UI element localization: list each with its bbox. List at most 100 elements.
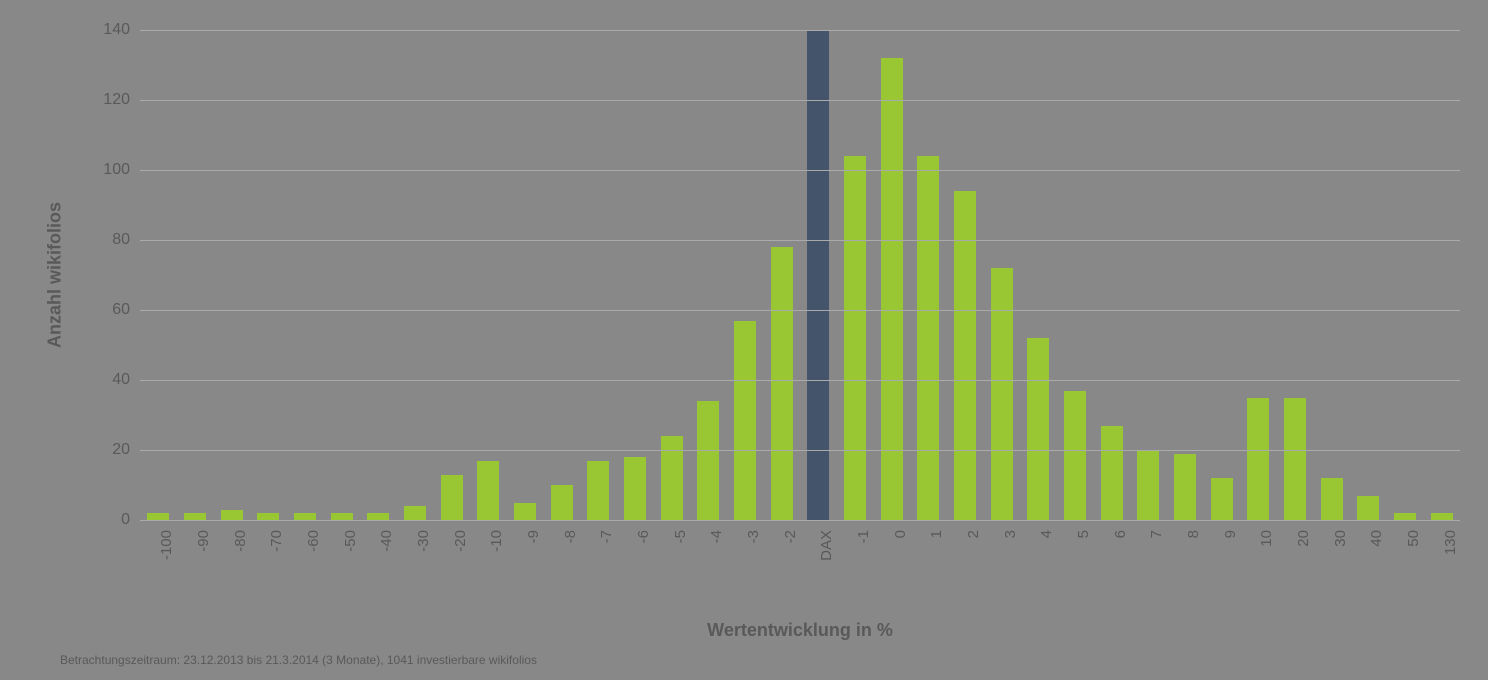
gridline xyxy=(140,240,1460,241)
bar xyxy=(734,321,756,521)
bar-slot xyxy=(1313,30,1350,520)
gridline xyxy=(140,450,1460,451)
x-tick-label: 4 xyxy=(1038,530,1055,538)
x-tick-label: -8 xyxy=(562,530,579,543)
bar xyxy=(294,513,316,520)
x-tick-label: 30 xyxy=(1332,530,1349,547)
x-tick-label: -30 xyxy=(415,530,432,552)
y-axis-title: Anzahl wikifolios xyxy=(45,202,66,348)
bar xyxy=(514,503,536,521)
x-tick-label: -60 xyxy=(305,530,322,552)
bar-slot xyxy=(1387,30,1424,520)
bar-slot xyxy=(507,30,544,520)
x-tick-label: 5 xyxy=(1075,530,1092,538)
gridline xyxy=(140,380,1460,381)
bar-slot xyxy=(873,30,910,520)
x-tick-label: 7 xyxy=(1148,530,1165,538)
x-tick-label: 3 xyxy=(1002,530,1019,538)
x-tick-label: 8 xyxy=(1185,530,1202,538)
bar xyxy=(551,485,573,520)
x-tick-label: -6 xyxy=(635,530,652,543)
bar-slot xyxy=(1277,30,1314,520)
bar xyxy=(771,247,793,520)
bar-slot xyxy=(1350,30,1387,520)
bar xyxy=(404,506,426,520)
bar xyxy=(477,461,499,521)
bar-slot xyxy=(1057,30,1094,520)
bar-slot xyxy=(250,30,287,520)
bar xyxy=(1394,513,1416,520)
bar-slot xyxy=(947,30,984,520)
y-tick-label: 0 xyxy=(80,511,130,529)
bar xyxy=(1321,478,1343,520)
bar-slot xyxy=(397,30,434,520)
bar-slot xyxy=(1130,30,1167,520)
bar-highlight xyxy=(807,30,829,520)
bar xyxy=(441,475,463,521)
bar-slot xyxy=(1240,30,1277,520)
x-tick-label: -20 xyxy=(452,530,469,552)
y-tick-label: 120 xyxy=(80,91,130,109)
plot-area xyxy=(140,30,1460,520)
x-tick-label: DAX xyxy=(818,530,835,561)
bar xyxy=(991,268,1013,520)
bar xyxy=(697,401,719,520)
y-tick-label: 40 xyxy=(80,371,130,389)
bar xyxy=(1027,338,1049,520)
x-tick-label: 0 xyxy=(892,530,909,538)
chart-footnote: Betrachtungszeitraum: 23.12.2013 bis 21.… xyxy=(60,653,537,667)
x-tick-label: -2 xyxy=(782,530,799,543)
bar xyxy=(257,513,279,520)
x-tick-label: 6 xyxy=(1112,530,1129,538)
x-tick-label: -100 xyxy=(158,530,175,560)
bar xyxy=(1064,391,1086,521)
x-tick-label: 9 xyxy=(1222,530,1239,538)
x-tick-label: 1 xyxy=(928,530,945,538)
bar-slot xyxy=(837,30,874,520)
bar-slot xyxy=(580,30,617,520)
y-tick-label: 100 xyxy=(80,161,130,179)
bar xyxy=(661,436,683,520)
gridline xyxy=(140,170,1460,171)
bar xyxy=(1137,450,1159,520)
bar xyxy=(184,513,206,520)
x-tick-label: -10 xyxy=(488,530,505,552)
gridline xyxy=(140,520,1460,521)
x-tick-label: -7 xyxy=(598,530,615,543)
y-tick-label: 20 xyxy=(80,441,130,459)
x-tick-label: -3 xyxy=(745,530,762,543)
x-tick-label: -4 xyxy=(708,530,725,543)
bar xyxy=(1211,478,1233,520)
bar xyxy=(1174,454,1196,521)
bar-slot xyxy=(1423,30,1460,520)
bar xyxy=(624,457,646,520)
x-tick-label: 50 xyxy=(1405,530,1422,547)
x-tick-label: -70 xyxy=(268,530,285,552)
y-tick-label: 140 xyxy=(80,21,130,39)
bar-slot xyxy=(433,30,470,520)
bar-slot xyxy=(323,30,360,520)
gridline xyxy=(140,100,1460,101)
bar-slot xyxy=(1093,30,1130,520)
bar-slot xyxy=(177,30,214,520)
bar xyxy=(844,156,866,520)
chart-container: Anzahl wikifolios Wertentwicklung in % B… xyxy=(0,0,1488,680)
bar xyxy=(1101,426,1123,521)
bar-slot xyxy=(763,30,800,520)
bar xyxy=(917,156,939,520)
x-tick-label: 10 xyxy=(1258,530,1275,547)
bar xyxy=(221,510,243,521)
x-tick-label: -40 xyxy=(378,530,395,552)
bar-slot xyxy=(690,30,727,520)
x-tick-label: 2 xyxy=(965,530,982,538)
x-axis-title: Wertentwicklung in % xyxy=(707,620,893,641)
y-tick-label: 60 xyxy=(80,301,130,319)
x-tick-label: -80 xyxy=(232,530,249,552)
bar xyxy=(147,513,169,520)
bar-slot xyxy=(910,30,947,520)
bar xyxy=(1431,513,1453,520)
bar xyxy=(1247,398,1269,521)
bar-slot xyxy=(470,30,507,520)
bar-slot xyxy=(1203,30,1240,520)
x-tick-label: 130 xyxy=(1442,530,1459,555)
